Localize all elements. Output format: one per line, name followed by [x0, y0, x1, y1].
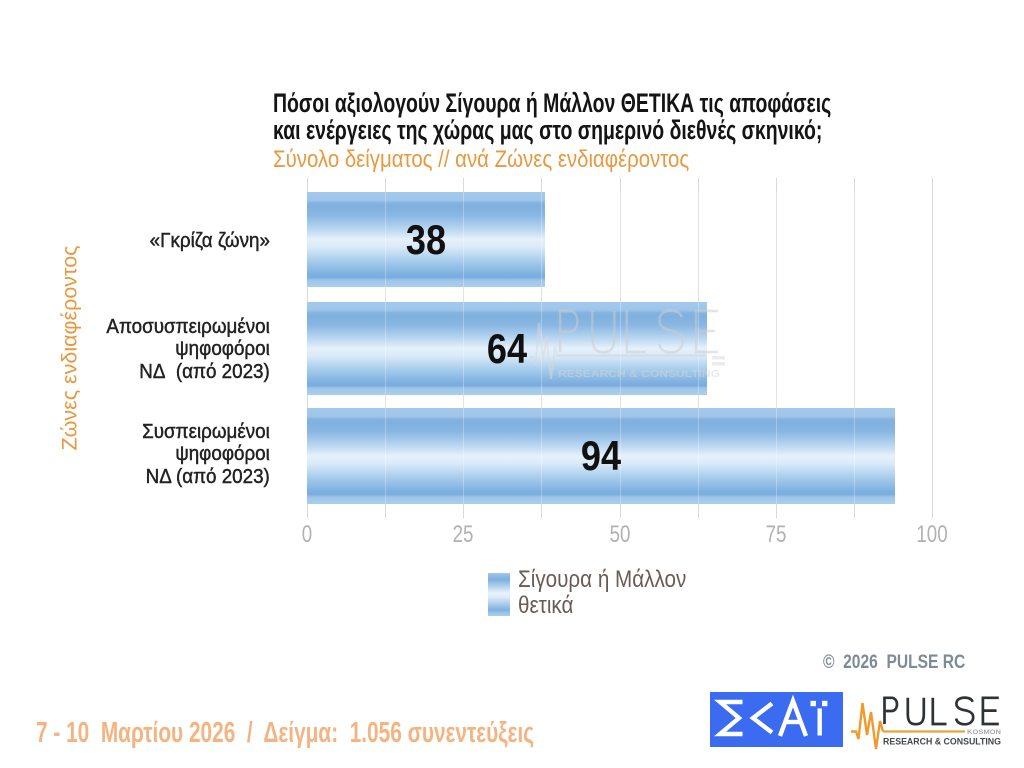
svg-text:KOSMON: KOSMON — [967, 729, 1001, 736]
svg-text:RESEARCH & CONSULTING: RESEARCH & CONSULTING — [883, 737, 1001, 747]
svg-text:RESEARCH & CONSULTING: RESEARCH & CONSULTING — [558, 368, 720, 380]
